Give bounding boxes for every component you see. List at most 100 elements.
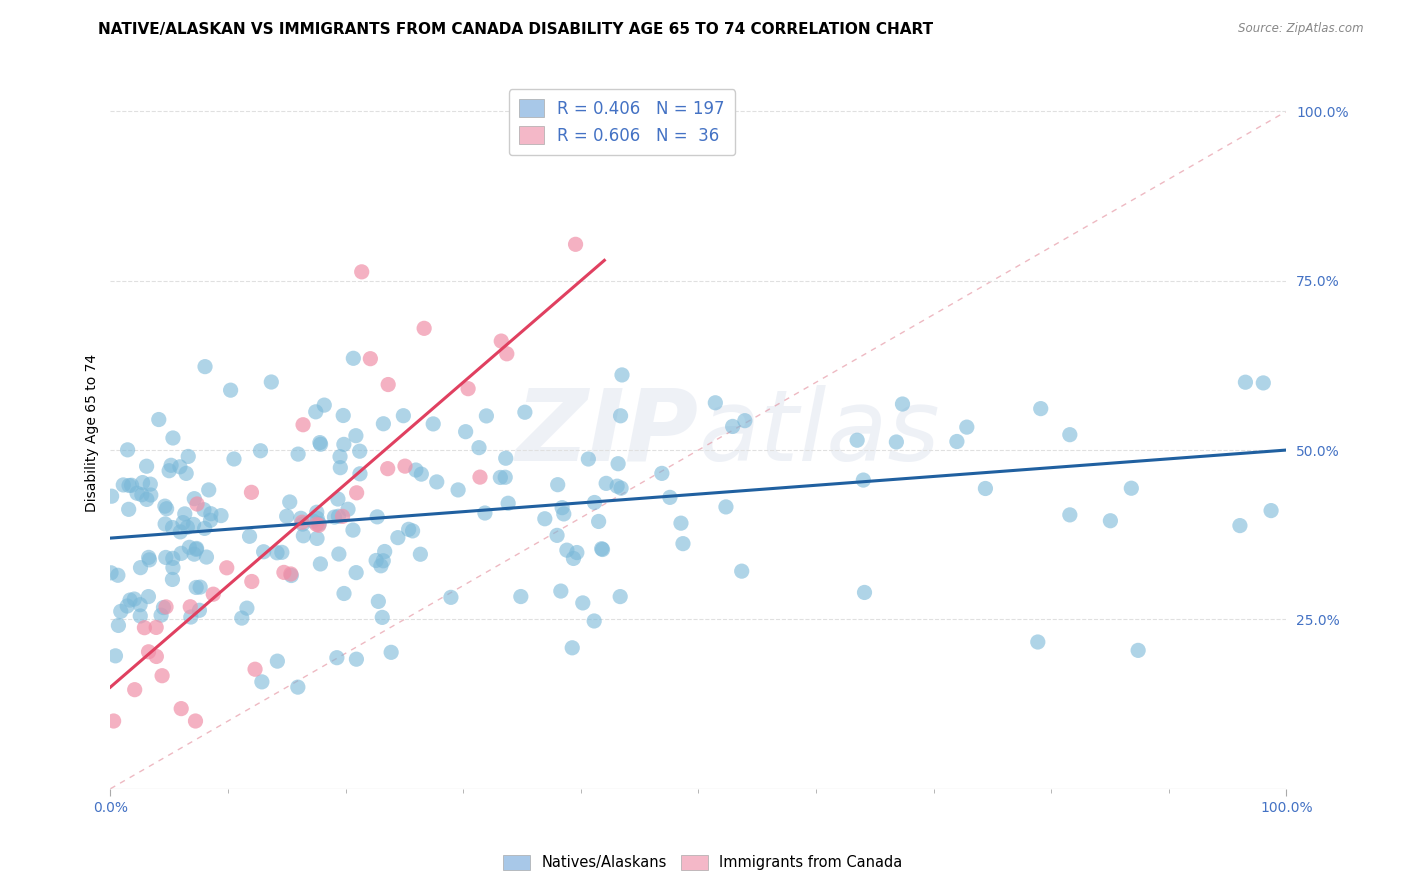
Point xyxy=(186,497,208,511)
Point xyxy=(555,543,578,558)
Point xyxy=(329,460,352,475)
Point xyxy=(1099,514,1122,528)
Point xyxy=(260,375,283,389)
Point xyxy=(308,516,330,531)
Point xyxy=(162,573,184,587)
Point xyxy=(349,467,371,481)
Point xyxy=(162,560,184,574)
Point xyxy=(672,536,695,550)
Point xyxy=(139,477,162,491)
Point xyxy=(328,547,350,561)
Point xyxy=(562,551,585,566)
Point xyxy=(401,524,423,538)
Point xyxy=(135,459,157,474)
Point xyxy=(250,674,273,689)
Point xyxy=(714,500,737,514)
Point xyxy=(179,541,201,555)
Point xyxy=(305,517,328,532)
Point xyxy=(307,511,329,525)
Point xyxy=(342,523,364,537)
Point xyxy=(366,553,388,567)
Point xyxy=(197,483,219,497)
Point xyxy=(291,517,314,532)
Point xyxy=(409,547,432,561)
Point xyxy=(309,557,332,571)
Point xyxy=(134,621,156,635)
Point xyxy=(564,237,586,252)
Point xyxy=(186,542,208,557)
Point xyxy=(658,491,681,505)
Point xyxy=(333,586,356,600)
Point xyxy=(475,409,498,423)
Point xyxy=(291,515,314,529)
Point xyxy=(405,463,427,477)
Text: ZIP: ZIP xyxy=(516,384,699,482)
Point xyxy=(202,587,225,601)
Point xyxy=(551,500,574,515)
Y-axis label: Disability Age 65 to 74: Disability Age 65 to 74 xyxy=(86,354,100,512)
Point xyxy=(1121,481,1143,495)
Legend: Natives/Alaskans, Immigrants from Canada: Natives/Alaskans, Immigrants from Canada xyxy=(498,848,908,876)
Point xyxy=(546,528,568,542)
Point xyxy=(1229,518,1251,533)
Point xyxy=(145,649,167,664)
Point xyxy=(309,435,332,450)
Point xyxy=(173,507,195,521)
Point xyxy=(118,502,141,516)
Point xyxy=(413,321,436,335)
Point xyxy=(426,475,449,489)
Point xyxy=(344,566,367,580)
Point xyxy=(176,520,198,534)
Point xyxy=(184,714,207,728)
Point xyxy=(155,550,177,565)
Point xyxy=(328,509,350,524)
Point xyxy=(177,450,200,464)
Point xyxy=(332,509,354,524)
Point xyxy=(370,558,392,573)
Point xyxy=(129,598,152,612)
Point xyxy=(377,461,399,475)
Point xyxy=(219,383,242,397)
Text: Source: ZipAtlas.com: Source: ZipAtlas.com xyxy=(1239,22,1364,36)
Point xyxy=(169,524,191,539)
Point xyxy=(150,669,173,683)
Point xyxy=(309,437,332,451)
Point xyxy=(139,488,162,502)
Point xyxy=(292,529,315,543)
Point xyxy=(273,566,295,580)
Point xyxy=(215,561,238,575)
Point xyxy=(240,485,263,500)
Point xyxy=(183,517,205,532)
Point xyxy=(104,648,127,663)
Point xyxy=(1234,375,1257,389)
Point xyxy=(595,476,617,491)
Point xyxy=(172,516,194,530)
Point xyxy=(240,574,263,589)
Point xyxy=(561,640,583,655)
Point xyxy=(148,412,170,426)
Point xyxy=(236,601,259,615)
Point xyxy=(576,452,599,467)
Point xyxy=(156,501,179,516)
Point xyxy=(1059,427,1081,442)
Point xyxy=(533,512,555,526)
Point xyxy=(591,541,613,556)
Point xyxy=(886,435,908,450)
Point xyxy=(135,492,157,507)
Point xyxy=(287,680,309,694)
Point xyxy=(121,478,143,492)
Point xyxy=(367,594,389,608)
Point xyxy=(305,505,328,519)
Point xyxy=(157,464,180,478)
Point xyxy=(669,516,692,531)
Point xyxy=(333,437,356,451)
Point xyxy=(193,502,215,516)
Point xyxy=(371,610,394,624)
Point xyxy=(152,600,174,615)
Point xyxy=(266,546,288,560)
Point xyxy=(194,521,217,535)
Point xyxy=(155,599,177,614)
Point xyxy=(495,451,517,466)
Point xyxy=(411,467,433,482)
Point xyxy=(734,414,756,428)
